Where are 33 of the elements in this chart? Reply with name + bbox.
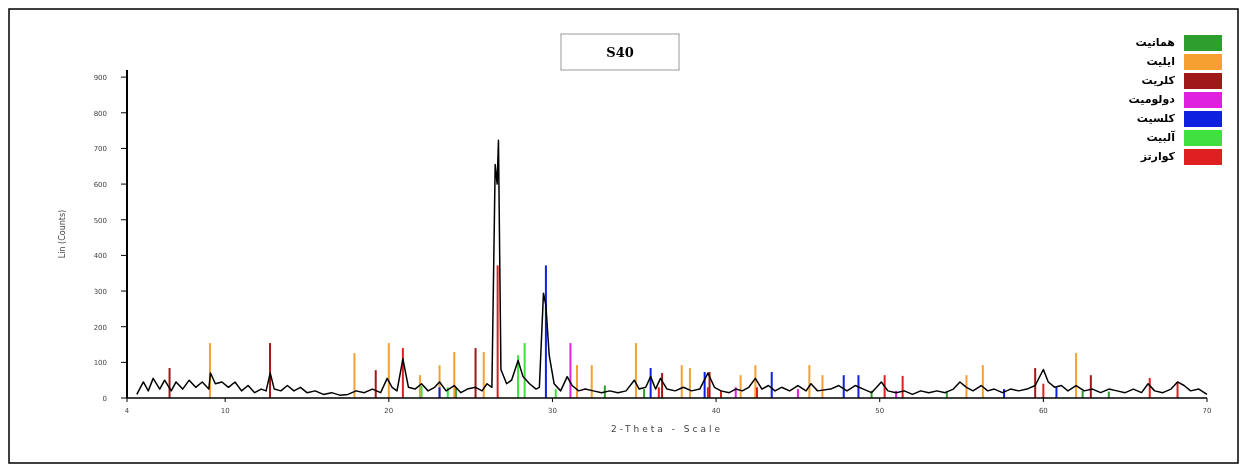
bar [706,387,709,398]
bar [496,265,499,398]
bar [634,343,637,398]
bar [1042,383,1045,398]
bar [590,365,593,398]
legend-label: هماتیت [1135,36,1175,49]
chart-title: S40 [606,45,634,60]
bar [739,375,742,398]
bar [688,368,691,398]
bar [981,365,984,398]
x-axis-title: 2-Theta - Scale [610,424,724,434]
bar [1075,353,1078,398]
bar [657,387,660,398]
legend-label: دولومیت [1128,93,1176,106]
bar [1089,375,1092,398]
legend-label: کلریت [1141,74,1176,87]
bar [453,352,456,398]
bar [353,353,356,398]
bar [523,343,526,398]
bar [756,387,758,398]
bar [374,370,377,398]
bar [387,343,390,398]
bar [438,387,441,398]
legend-label: کوارتز [1139,150,1176,163]
bar [474,348,477,398]
bar [576,365,578,398]
legend-label: آلبیت [1146,130,1176,144]
bar [680,365,683,398]
legend-label: کلسیت [1136,112,1176,125]
legend-label: ایلیت [1146,55,1175,68]
y-axis-title: Lin (Counts) [58,209,67,259]
bar [569,343,572,398]
bar [482,352,485,398]
